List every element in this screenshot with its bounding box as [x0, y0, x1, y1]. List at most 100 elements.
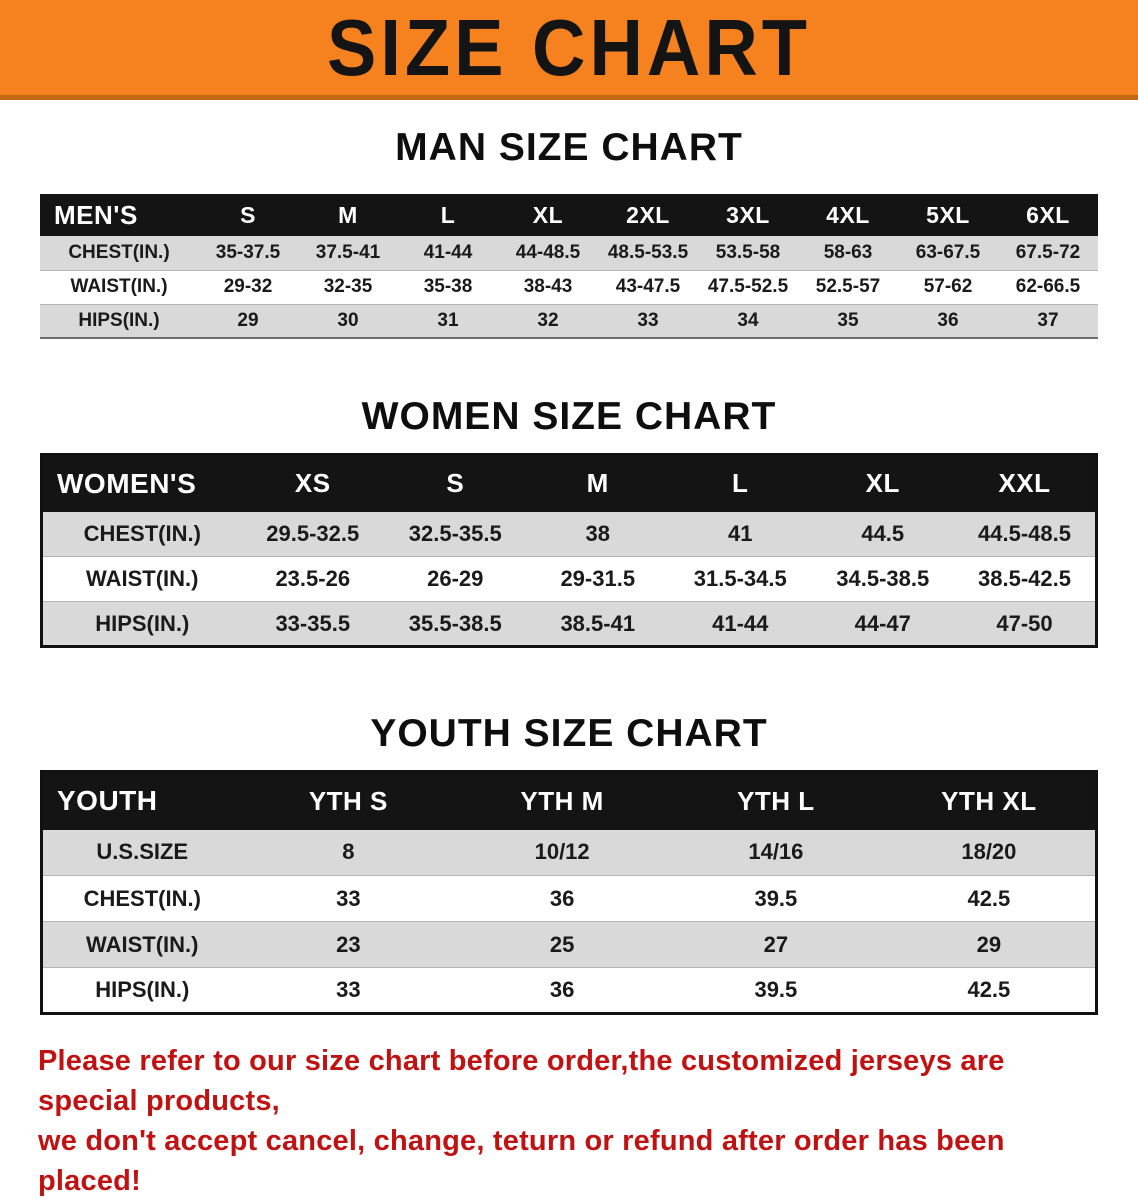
measurement-cell: 14/16 [748, 839, 804, 865]
size-column-header: YTH XL [882, 771, 1097, 830]
table-header-row: MEN'S S M L XL 2XL 3XL 4XL 5XL 6XL [40, 194, 1098, 236]
measurement-row-label: WAIST(IN.) [70, 276, 168, 297]
section-youth-size-chart: YOUTH SIZE CHART YOUTH YTH S YTH M YTH L YTH… [0, 712, 1138, 1015]
measurement-cell: 63-67.5 [915, 241, 981, 263]
measurement-cell: 36 [549, 885, 575, 911]
measurement-cell: 33 [336, 977, 361, 1002]
measurement-cell: 36 [937, 309, 959, 331]
youth-section-title: YOUTH SIZE CHART [370, 712, 768, 755]
measurement-cell: 41 [728, 520, 753, 546]
measurement-cell: 58-63 [823, 241, 873, 263]
measurement-cell: 34 [737, 309, 759, 331]
size-column-header: 4XL [798, 194, 898, 236]
measurement-cell: 62-66.5 [1015, 276, 1081, 297]
measurement-cell: 44-47 [854, 610, 911, 636]
size-column-header: M [526, 454, 669, 512]
measurement-cell: 37 [1037, 309, 1059, 331]
measurement-row-label: WAIST(IN.) [86, 566, 199, 591]
measurement-row: CHEST(IN.) 29.5-32.5 32.5-35.5 38 41 44.5 44.5… [41, 511, 1097, 557]
measurement-cell: 42.5 [967, 885, 1011, 911]
measurement-cell: 35-37.5 [215, 241, 281, 263]
size-column-header: XL [498, 194, 598, 236]
section-men-size-chart: MAN SIZE CHART MEN'S S M L XL 2XL 3XL 4XL 5XL 6XL… [0, 126, 1138, 339]
measurement-cell: 29 [237, 309, 259, 331]
measurement-cell: 47-50 [996, 610, 1053, 636]
measurement-cell: 36 [549, 977, 575, 1002]
measurement-cell: 35-38 [423, 276, 473, 297]
measurement-cell: 38.5-41 [560, 610, 636, 636]
measurement-cell: 29-32 [223, 276, 273, 297]
size-column-header: XL [811, 454, 954, 512]
table-corner-label: WOMEN'S [41, 454, 242, 512]
size-column-header: XXL [954, 454, 1097, 512]
measurement-cell: 32-35 [323, 276, 373, 297]
women-section-title: WOMEN SIZE CHART [361, 395, 777, 438]
order-policy-notice: Please refer to our size chart before or… [38, 1041, 1100, 1201]
size-column-header: L [398, 194, 498, 236]
measurement-cell: 39.5 [754, 977, 798, 1002]
notice-line-2: we don't accept cancel, change, teturn o… [38, 1125, 1005, 1198]
measurement-row: CHEST(IN.) 33 36 39.5 42.5 [41, 875, 1097, 922]
table-header-row: YOUTH YTH S YTH M YTH L YTH XL [41, 771, 1097, 830]
size-column-header: 5XL [898, 194, 998, 236]
measurement-row: CHEST(IN.) 35-37.5 37.5-41 41-44 44-48.5 48.5… [40, 236, 1098, 270]
measurement-cell: 31 [437, 309, 459, 331]
measurement-cell: 42.5 [967, 977, 1011, 1002]
size-column-header: S [384, 454, 527, 512]
table-corner-label: YOUTH [41, 771, 242, 830]
notice-line-1: Please refer to our size chart before or… [38, 1045, 1005, 1118]
size-column-header: M [298, 194, 398, 236]
measurement-cell: 23.5-26 [275, 566, 351, 591]
measurement-cell: 39.5 [754, 885, 798, 911]
measurement-cell: 48.5-53.5 [607, 241, 689, 263]
measurement-cell: 35 [837, 309, 859, 331]
measurement-row: U.S.SIZE 8 10/12 14/16 18/20 [41, 829, 1097, 876]
measurement-cell: 23 [336, 931, 361, 957]
measurement-cell: 35.5-38.5 [408, 610, 502, 636]
measurement-cell: 18/20 [961, 839, 1017, 865]
size-column-header: 2XL [598, 194, 698, 236]
size-column-header: 3XL [698, 194, 798, 236]
measurement-cell: 57-62 [923, 276, 973, 297]
size-column-header: L [669, 454, 812, 512]
size-column-header: YTH L [669, 771, 883, 830]
men-section-title: MAN SIZE CHART [395, 126, 743, 169]
measurement-row-label: HIPS(IN.) [95, 977, 190, 1002]
men-size-table: MEN'S S M L XL 2XL 3XL 4XL 5XL 6XL CHEST(IN.) 35-37… [40, 194, 1098, 339]
measurement-row: WAIST(IN.) 23 25 27 29 [41, 921, 1097, 968]
measurement-row: HIPS(IN.) 33-35.5 35.5-38.5 38.5-41 41-44 44-… [41, 601, 1097, 647]
measurement-cell: 37.5-41 [315, 241, 381, 263]
measurement-cell: 44.5 [861, 520, 905, 546]
measurement-cell: 30 [337, 309, 359, 331]
measurement-row-label: HIPS(IN.) [95, 610, 190, 636]
size-column-header: YTH M [455, 771, 669, 830]
measurement-row-label: CHEST(IN.) [83, 520, 201, 546]
women-size-table: WOMEN'S XS S M L XL XXL CHEST(IN.) 29.5-32.5 32.5… [40, 453, 1098, 648]
measurement-cell: 38.5-42.5 [978, 566, 1071, 591]
measurement-row-label: WAIST(IN.) [86, 931, 199, 957]
measurement-row: WAIST(IN.) 23.5-26 26-29 29-31.5 31.5-34.5 34… [41, 556, 1097, 602]
banner: SIZE CHART [0, 0, 1138, 100]
measurement-cell: 31.5-34.5 [693, 566, 787, 591]
measurement-cell: 10/12 [534, 839, 590, 865]
youth-size-table: YOUTH YTH S YTH M YTH L YTH XL U.S.SIZE 8 10/12… [40, 770, 1098, 1015]
measurement-cell: 41-44 [712, 610, 769, 636]
measurement-cell: 26-29 [427, 566, 484, 591]
measurement-cell: 29-31.5 [560, 566, 636, 591]
table-header-row: WOMEN'S XS S M L XL XXL [41, 454, 1097, 512]
measurement-cell: 33 [336, 885, 361, 911]
measurement-row-label: U.S.SIZE [96, 839, 189, 865]
measurement-cell: 25 [549, 931, 575, 957]
size-column-header: S [198, 194, 298, 236]
measurement-cell: 52.5-57 [815, 276, 881, 297]
size-column-header: XS [241, 454, 384, 512]
measurement-cell: 44-48.5 [515, 241, 581, 263]
measurement-cell: 38-43 [523, 276, 573, 297]
measurement-row: WAIST(IN.) 29-32 32-35 35-38 38-43 43-47.5 47.… [40, 270, 1098, 304]
measurement-row-label: CHEST(IN.) [83, 885, 201, 911]
measurement-cell: 34.5-38.5 [836, 566, 930, 591]
measurement-cell: 67.5-72 [1015, 241, 1081, 263]
measurement-cell: 53.5-58 [715, 241, 781, 263]
measurement-row-label: HIPS(IN.) [78, 309, 160, 331]
